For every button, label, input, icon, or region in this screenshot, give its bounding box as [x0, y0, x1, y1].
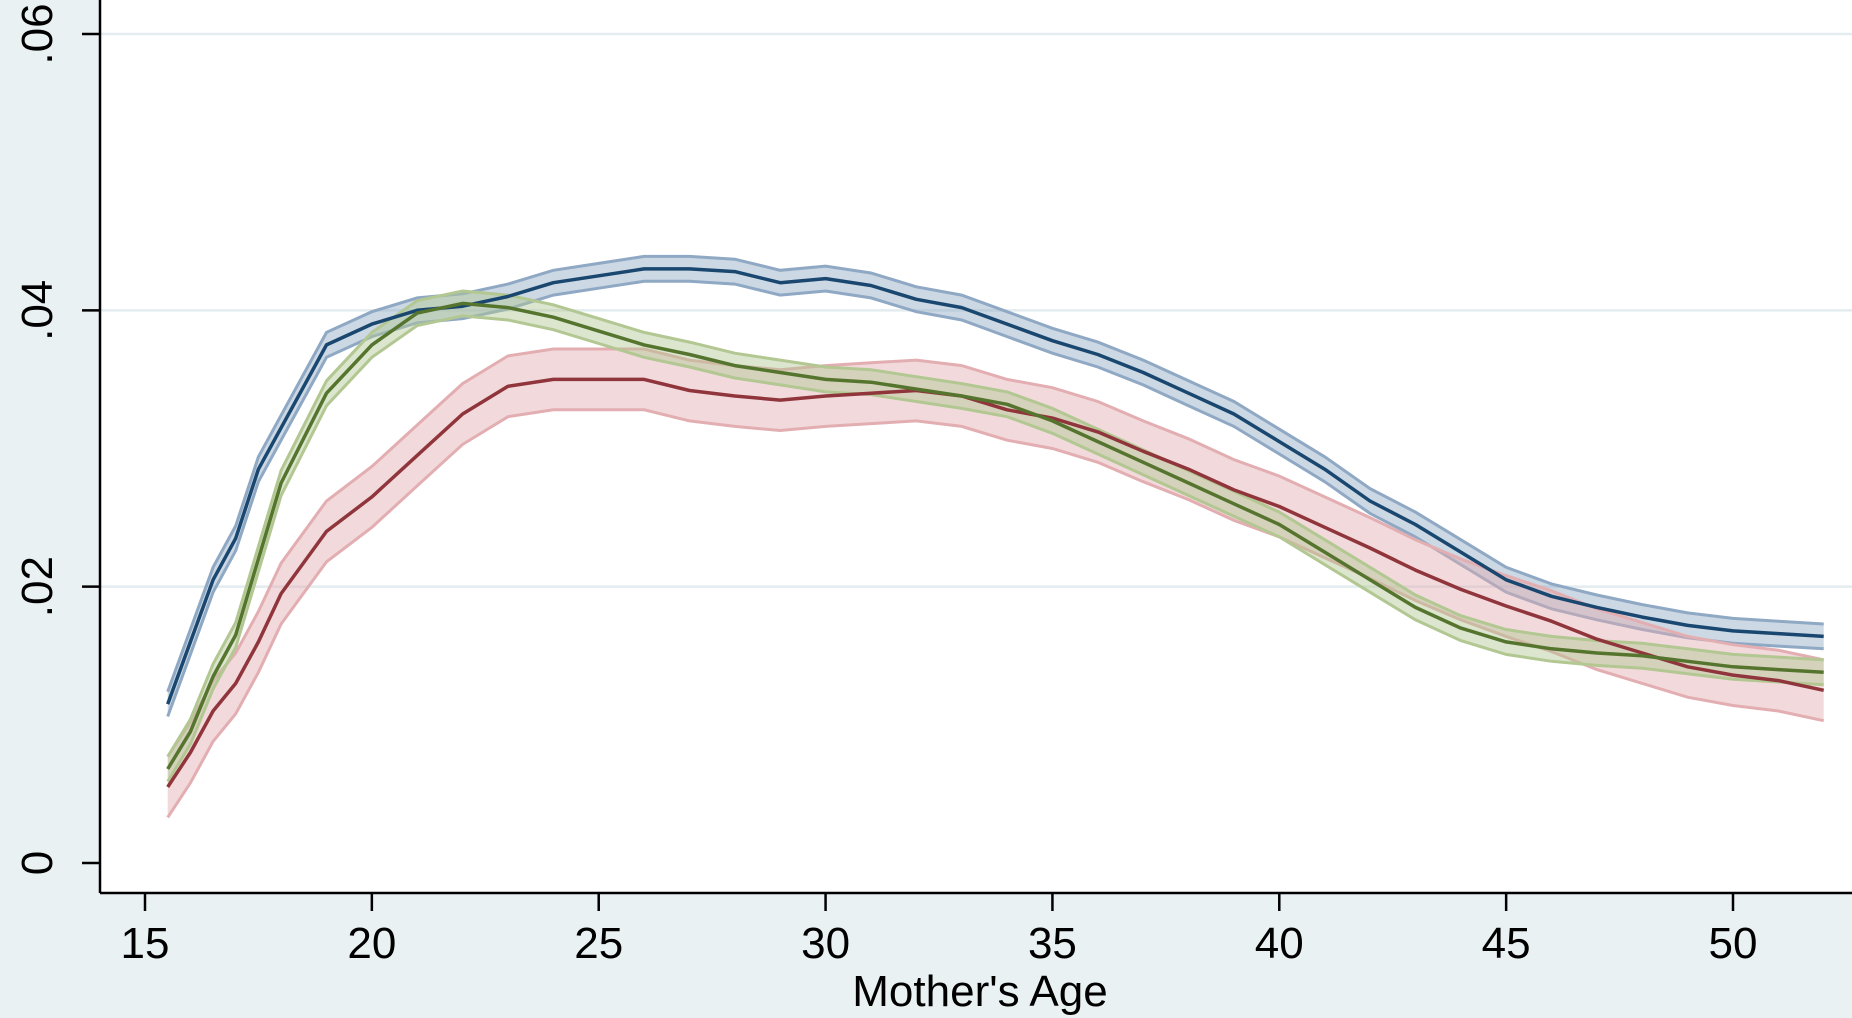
series-line-1 — [166, 267, 1824, 705]
x-tick-label: 40 — [1255, 919, 1304, 968]
band-lower-edge-3 — [166, 314, 1824, 783]
plot-area — [100, 0, 1852, 893]
x-tick-label: 45 — [1482, 919, 1531, 968]
x-axis-ticks: 15 20 25 30 35 40 45 50 — [121, 893, 1758, 968]
y-tick-label: .04 — [13, 280, 62, 341]
x-tick-label: 35 — [1028, 919, 1077, 968]
band-lower-edge-1 — [166, 279, 1824, 718]
y-tick-label: 0 — [13, 851, 62, 875]
x-tick-label: 30 — [801, 919, 850, 968]
y-axis-ticks: 0 .02 .04 .06 — [13, 3, 100, 875]
band-upper-edge-3 — [166, 289, 1824, 758]
band-upper-edge-1 — [166, 254, 1824, 693]
y-tick-label: .06 — [13, 3, 62, 64]
x-tick-label: 25 — [574, 919, 623, 968]
series-line-3 — [166, 301, 1824, 770]
confidence-band-2 — [167, 349, 1824, 818]
x-tick-label: 50 — [1709, 919, 1758, 968]
x-axis-title: Mother's Age — [852, 967, 1107, 1016]
band-upper-edge-2 — [166, 347, 1825, 758]
y-tick-label: .02 — [13, 556, 62, 617]
series-lines — [166, 267, 1825, 788]
x-tick-label: 15 — [121, 919, 170, 968]
x-tick-label: 20 — [347, 919, 396, 968]
